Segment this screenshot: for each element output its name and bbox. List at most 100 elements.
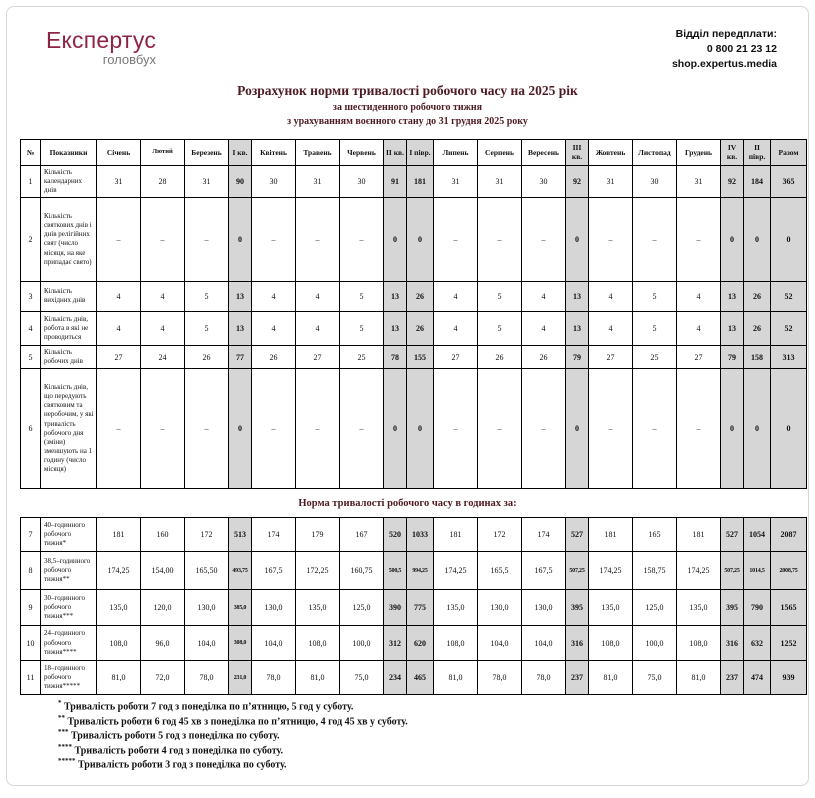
value-cell: –: [676, 196, 721, 282]
value-cell: 27: [433, 344, 478, 370]
value-cell: 158,75: [632, 551, 677, 591]
value-cell: 31: [295, 164, 340, 198]
footnote-stars: **: [58, 713, 65, 722]
value-cell: 108,0: [433, 625, 478, 662]
table-row: 7 40–годинного робочого тижня* 181 160 172 51…: [20, 517, 807, 553]
value-cell: –: [632, 368, 677, 490]
row-number: 1: [20, 164, 41, 198]
document-page: Експертус головбух Відділ передплати: 0 …: [6, 6, 809, 786]
value-cell: 79: [565, 344, 589, 370]
value-cell: 167,5: [521, 551, 566, 591]
value-cell: 465: [406, 660, 434, 696]
table-row: 8 38,5–годинного робочого тижня** 174,25 15…: [20, 551, 807, 591]
footnote-line: ***** Тривалість роботи 3 год з понеділк…: [58, 757, 287, 771]
value-cell: 4: [140, 310, 185, 346]
value-cell: 81,0: [433, 660, 478, 696]
value-cell: 500,5: [383, 551, 407, 591]
value-cell: –: [433, 368, 478, 490]
value-cell: 365: [770, 164, 807, 198]
value-cell: 26: [743, 280, 771, 312]
value-cell: 130,0: [521, 589, 566, 627]
value-cell: –: [477, 368, 522, 490]
value-cell: 174,25: [433, 551, 478, 591]
logo-product-text: головбух: [102, 52, 157, 67]
value-cell: 237: [565, 660, 589, 696]
value-cell: 174,25: [588, 551, 633, 591]
value-cell: 0: [720, 368, 744, 490]
value-cell: 30: [632, 164, 677, 198]
value-cell: 5: [632, 280, 677, 312]
row-label: 30–годинного робочого тижня***: [40, 589, 97, 627]
value-cell: 181: [96, 517, 141, 553]
value-cell: 92: [565, 164, 589, 198]
footnote-line: ** Тривалість роботи 6 год 45 хв з понед…: [58, 713, 408, 727]
value-cell: 0: [720, 196, 744, 282]
value-cell: 31: [676, 164, 721, 198]
value-cell: 0: [228, 368, 252, 490]
value-cell: 5: [184, 280, 229, 312]
value-cell: 0: [406, 196, 434, 282]
value-cell: 4: [588, 310, 633, 346]
value-cell: –: [339, 368, 384, 490]
value-cell: 26: [406, 310, 434, 346]
value-cell: 30: [339, 164, 384, 198]
column-header: IV кв.: [720, 138, 744, 166]
value-cell: 130,0: [251, 589, 296, 627]
footnote-line: *** Тривалість роботи 5 год з понеділка …: [58, 728, 280, 742]
value-cell: 52: [770, 280, 807, 312]
footnote-stars: ****: [58, 742, 72, 751]
value-cell: 154,00: [140, 551, 185, 591]
value-cell: 1252: [770, 625, 807, 662]
value-cell: 0: [383, 368, 407, 490]
value-cell: 313: [770, 344, 807, 370]
value-cell: 160,75: [339, 551, 384, 591]
value-cell: 385,0: [228, 589, 252, 627]
value-cell: 234: [383, 660, 407, 696]
value-cell: 25: [339, 344, 384, 370]
value-cell: 13: [228, 280, 252, 312]
value-cell: 135,0: [433, 589, 478, 627]
row-label: Кількість робочих днів: [40, 344, 97, 370]
value-cell: 165: [632, 517, 677, 553]
value-cell: 31: [588, 164, 633, 198]
value-cell: 172: [477, 517, 522, 553]
value-cell: –: [521, 368, 566, 490]
value-cell: 179: [295, 517, 340, 553]
value-cell: 0: [770, 196, 807, 282]
value-cell: 78: [383, 344, 407, 370]
column-header: ІІ кв.: [383, 138, 407, 166]
footnote-line: **** Тривалість роботи 4 год з понеділка…: [58, 742, 284, 756]
value-cell: 939: [770, 660, 807, 696]
value-cell: –: [477, 196, 522, 282]
table-header-row: № Показники Січень Лютий Березень І кв. Квітен…: [20, 138, 807, 166]
value-cell: 181: [433, 517, 478, 553]
value-cell: 1565: [770, 589, 807, 627]
value-cell: 395: [565, 589, 589, 627]
value-cell: –: [433, 196, 478, 282]
column-header: Вересень: [521, 138, 566, 166]
value-cell: 507,25: [565, 551, 589, 591]
value-cell: 4: [433, 280, 478, 312]
column-header: Квітень: [251, 138, 296, 166]
value-cell: –: [140, 196, 185, 282]
value-cell: 104,0: [184, 625, 229, 662]
value-cell: 0: [743, 196, 771, 282]
row-label: 24–годинного робочого тижня****: [40, 625, 97, 662]
value-cell: 104,0: [251, 625, 296, 662]
page-header: Експертус головбух Відділ передплати: 0 …: [20, 19, 795, 73]
row-label: 40–годинного робочого тижня*: [40, 517, 97, 553]
value-cell: 13: [383, 310, 407, 346]
value-cell: 527: [720, 517, 744, 553]
value-cell: –: [96, 368, 141, 490]
value-cell: 237: [720, 660, 744, 696]
value-cell: 181: [676, 517, 721, 553]
value-cell: 316: [720, 625, 744, 662]
value-cell: 520: [383, 517, 407, 553]
contact-department: Відділ передплати:: [675, 28, 777, 40]
table-row: 3 Кількість вихідних днів 4 4 5 13 4 4 5 13 26 4 5 4 1…: [20, 280, 807, 312]
value-cell: 100,0: [339, 625, 384, 662]
row-label: 18–годинного робочого тижня*****: [40, 660, 97, 696]
value-cell: 790: [743, 589, 771, 627]
value-cell: –: [96, 196, 141, 282]
value-cell: 52: [770, 310, 807, 346]
